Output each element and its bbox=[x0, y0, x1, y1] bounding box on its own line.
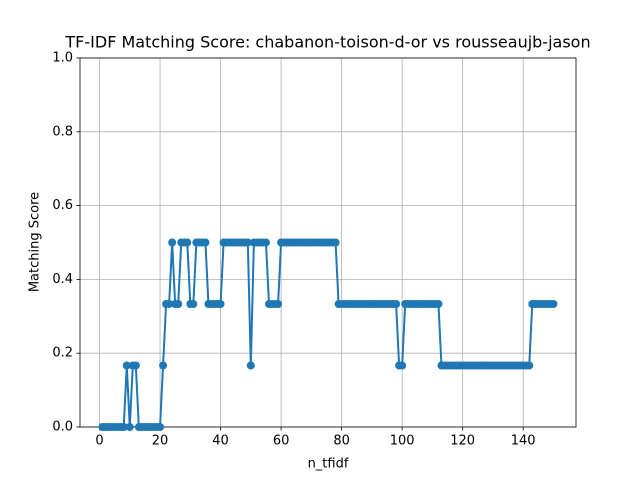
x-tick-label: 140 bbox=[511, 434, 536, 449]
data-point bbox=[216, 300, 225, 309]
x-tick-label: 60 bbox=[273, 434, 290, 449]
x-tick-label: 20 bbox=[152, 434, 169, 449]
x-tick-label: 100 bbox=[390, 434, 415, 449]
y-tick-label: 0.0 bbox=[52, 420, 73, 435]
data-point bbox=[525, 361, 534, 370]
x-tick-label: 40 bbox=[212, 434, 229, 449]
data-point bbox=[201, 238, 210, 247]
data-point bbox=[125, 423, 134, 431]
x-tick-label: 120 bbox=[450, 434, 475, 449]
plot-frame bbox=[79, 57, 577, 428]
data-point bbox=[174, 300, 183, 309]
data-point bbox=[243, 238, 252, 247]
y-tick-label: 0.8 bbox=[52, 124, 73, 139]
data-point bbox=[159, 361, 168, 370]
y-tick-label: 1.0 bbox=[52, 51, 73, 66]
data-point bbox=[131, 361, 140, 370]
data-point bbox=[274, 300, 283, 309]
data-point bbox=[434, 300, 443, 309]
y-axis-label: Matching Score bbox=[28, 192, 43, 292]
y-tick-label: 0.2 bbox=[52, 346, 73, 361]
x-tick-label: 0 bbox=[95, 434, 103, 449]
x-tick-label: 80 bbox=[333, 434, 350, 449]
data-point bbox=[549, 300, 558, 309]
data-point bbox=[261, 238, 270, 247]
data-point bbox=[331, 238, 340, 247]
y-tick-label: 0.6 bbox=[52, 198, 73, 213]
data-line bbox=[102, 241, 554, 428]
data-point bbox=[189, 300, 198, 309]
data-point bbox=[183, 238, 192, 247]
data-point bbox=[119, 423, 128, 431]
data-point bbox=[392, 300, 401, 309]
x-axis-label: n_tfidf bbox=[308, 457, 349, 472]
y-tick-label: 0.4 bbox=[52, 272, 73, 287]
data-point bbox=[156, 423, 165, 431]
data-point bbox=[398, 361, 407, 370]
data-point bbox=[122, 361, 131, 370]
chart-title: TF-IDF Matching Score: chabanon-toison-d… bbox=[64, 33, 590, 52]
data-point bbox=[165, 300, 174, 309]
data-point bbox=[246, 361, 255, 370]
data-point bbox=[168, 238, 177, 247]
